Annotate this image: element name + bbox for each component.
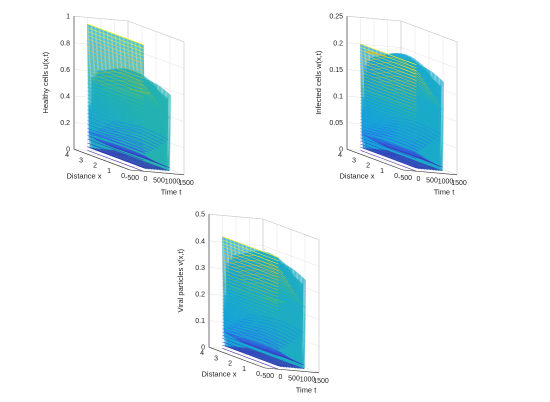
value-tick-label: 0.4 [195,238,205,245]
value-tick-label: 0.2 [60,120,70,127]
surface-mesh [222,236,306,370]
time-tick-label: 1500 [178,180,194,187]
distance-tick-label: 0 [394,173,398,180]
time-tick-label: -500 [125,175,139,182]
surface-plot-2: -500 0 500 100015000123400.050.10.150.20.25… [314,14,467,197]
distance-tick-label: 3 [214,355,218,362]
surface-mesh [360,43,444,172]
time-tick-label: -500 [260,373,274,380]
surface-plot-1: -500 0 500 100015000123400.20.40.60.81Time … [41,14,194,197]
distance-tick-label: 1 [380,168,384,175]
time-tick-label: 500 [153,177,165,184]
value-tick-label: 0.2 [333,40,343,47]
distance-tick-label: 0 [121,173,125,180]
value-tick-label: 0.15 [329,67,343,74]
value-axis-label: Viral particles v(x,t) [176,248,185,312]
value-tick-label: 0.25 [329,14,343,21]
value-axis-label: Healthy cells u(x,t) [41,51,50,113]
distance-tick-label: 1 [242,366,246,373]
time-tick-label: 1500 [451,180,467,187]
value-tick-label: 0 [66,147,70,154]
value-tick-label: 0.2 [195,292,205,299]
value-tick-label: 0 [339,147,343,154]
distance-tick-label: 4 [338,152,342,159]
time-tick-label: 1500 [313,378,329,385]
time-tick-label: -500 [398,175,412,182]
distance-axis-label: Distance x [339,172,374,181]
value-axis-label: Infected cells w(x,t) [314,50,323,115]
time-tick-label: 0 [144,176,148,183]
distance-tick-label: 2 [366,163,370,170]
time-tick-label: 1000 [438,179,454,186]
value-tick-label: 0.4 [60,94,70,101]
time-tick-label: 500 [426,177,438,184]
value-tick-label: 0 [201,345,205,352]
distance-tick-label: 2 [93,163,97,170]
time-tick-label: 1000 [300,377,316,384]
value-tick-label: 0.05 [329,120,343,127]
distance-tick-label: 0 [256,371,260,378]
value-tick-label: 0.3 [195,265,205,272]
distance-axis-label: Distance x [66,172,101,181]
distance-tick-label: 1 [107,168,111,175]
time-tick-label: 500 [288,375,300,382]
time-axis-label: Time t [296,385,317,394]
distance-tick-label: 4 [65,152,69,159]
time-axis-label: Time t [161,187,182,196]
distance-axis-label: Distance x [201,370,236,379]
surface-mesh [87,23,171,172]
time-tick-label: 0 [279,374,283,381]
value-tick-label: 0.6 [60,67,70,74]
distance-tick-label: 4 [200,350,204,357]
value-tick-label: 0.8 [60,40,70,47]
distance-tick-label: 3 [352,157,356,164]
distance-tick-label: 3 [79,157,83,164]
distance-tick-label: 2 [228,361,232,368]
value-tick-label: 0.5 [195,212,205,219]
value-tick-label: 0.1 [333,94,343,101]
time-axis-label: Time t [434,187,455,196]
time-tick-label: 0 [417,176,421,183]
surface-plot-3: -500 0 500 100015000123400.10.20.30.40.5Tim… [176,212,329,395]
time-tick-label: 1000 [165,179,181,186]
value-tick-label: 0.1 [195,318,205,325]
value-tick-label: 1 [66,14,70,21]
